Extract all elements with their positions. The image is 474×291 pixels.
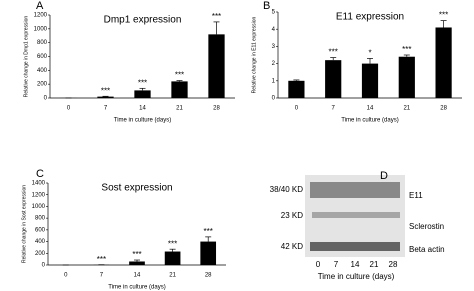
blot-band — [310, 242, 400, 251]
significance: *** — [439, 11, 448, 20]
x-axis-label: Time in culture (days) — [114, 118, 171, 124]
lane-label: 7 — [334, 260, 339, 269]
y-axis-label: Relative change in Dmp1 expression — [23, 16, 29, 98]
x-axis-label: Time in culture (days) — [318, 272, 395, 281]
x-tick-label: 28 — [440, 106, 447, 112]
y-tick-label: 400 — [37, 68, 48, 74]
significance: *** — [132, 250, 141, 259]
panel-letter: B — [263, 0, 270, 12]
y-tick-label: 1 — [272, 78, 276, 84]
blot-band — [310, 182, 400, 198]
significance: *** — [212, 12, 221, 21]
y-tick-label: 600 — [35, 227, 46, 233]
lane-label: 14 — [351, 260, 360, 269]
panel-letter: C — [36, 168, 44, 180]
bar — [200, 241, 217, 265]
y-tick-label: 200 — [37, 82, 48, 88]
chart-title: Dmp1 expression — [104, 15, 182, 26]
y-tick-label: 2 — [272, 61, 276, 67]
x-tick-label: 14 — [139, 106, 146, 112]
x-tick-label: 0 — [67, 106, 71, 112]
lane-label: 0 — [316, 260, 321, 269]
significance: * — [368, 49, 371, 58]
y-tick-label: 1200 — [32, 192, 46, 198]
bar — [361, 63, 379, 98]
x-tick-label: 14 — [367, 106, 374, 112]
bar — [171, 81, 188, 98]
y-tick-label: 1200 — [34, 13, 48, 19]
y-tick-label: 3 — [272, 44, 276, 50]
panel-letter: D — [380, 170, 388, 182]
size-label: 38/40 KD — [270, 185, 304, 194]
x-tick-label: 14 — [134, 273, 141, 279]
bar — [164, 251, 181, 265]
blot-image — [305, 175, 405, 257]
panel-letter: A — [36, 0, 44, 12]
size-label: 42 KD — [281, 242, 303, 251]
protein-label: Sclerostin — [409, 222, 444, 231]
x-tick-label: 7 — [100, 273, 104, 279]
y-tick-label: 1000 — [34, 26, 48, 32]
chart-title: Sost expression — [101, 183, 172, 194]
x-tick-label: 7 — [104, 106, 108, 112]
x-tick-label: 21 — [176, 106, 183, 112]
lane-label: 28 — [389, 260, 398, 269]
y-tick-label: 1000 — [32, 204, 46, 210]
lane-label: 21 — [370, 260, 379, 269]
x-tick-label: 28 — [205, 273, 212, 279]
significance: *** — [97, 255, 106, 264]
blot-band — [312, 212, 400, 218]
y-tick-label: 600 — [37, 54, 48, 60]
y-axis-label: Relative change in E11 expression — [251, 16, 257, 93]
y-tick-label: 200 — [35, 251, 46, 257]
significance: *** — [204, 227, 213, 236]
x-tick-label: 0 — [295, 106, 299, 112]
chart-title: E11 expression — [336, 12, 404, 23]
y-tick-label: 0 — [272, 96, 276, 102]
bar — [129, 261, 145, 265]
x-axis-label: Time in culture (days) — [341, 118, 398, 124]
y-tick-label: 4 — [272, 27, 276, 33]
x-axis-label: Time in culture (days) — [108, 285, 165, 291]
x-tick-label: 7 — [332, 106, 336, 112]
significance: *** — [402, 45, 411, 54]
x-tick-label: 21 — [403, 106, 410, 112]
bar — [435, 27, 452, 99]
y-tick-label: 1400 — [32, 181, 46, 187]
protein-label: E11 — [409, 191, 423, 200]
bar — [288, 80, 305, 98]
y-tick-label: 0 — [42, 263, 46, 269]
x-tick-label: 0 — [64, 273, 68, 279]
significance: *** — [168, 239, 177, 248]
bar — [134, 90, 151, 98]
protein-label: Beta actin — [409, 245, 445, 254]
x-tick-label: 28 — [213, 106, 220, 112]
bar — [208, 34, 225, 98]
size-label: 23 KD — [281, 211, 303, 220]
significance: *** — [175, 71, 184, 80]
y-tick-label: 400 — [35, 239, 46, 245]
y-tick-label: 800 — [37, 40, 48, 46]
y-tick-label: 800 — [35, 216, 46, 222]
significance: *** — [138, 78, 147, 87]
significance: *** — [101, 86, 110, 95]
bar — [325, 60, 342, 98]
bar — [398, 56, 415, 98]
y-tick-label: 0 — [44, 96, 48, 102]
y-tick-label: 5 — [272, 10, 276, 16]
bar — [97, 96, 114, 98]
x-tick-label: 21 — [169, 273, 176, 279]
y-axis-label: Relative change in Sost expression — [21, 185, 27, 263]
significance: *** — [329, 48, 338, 57]
